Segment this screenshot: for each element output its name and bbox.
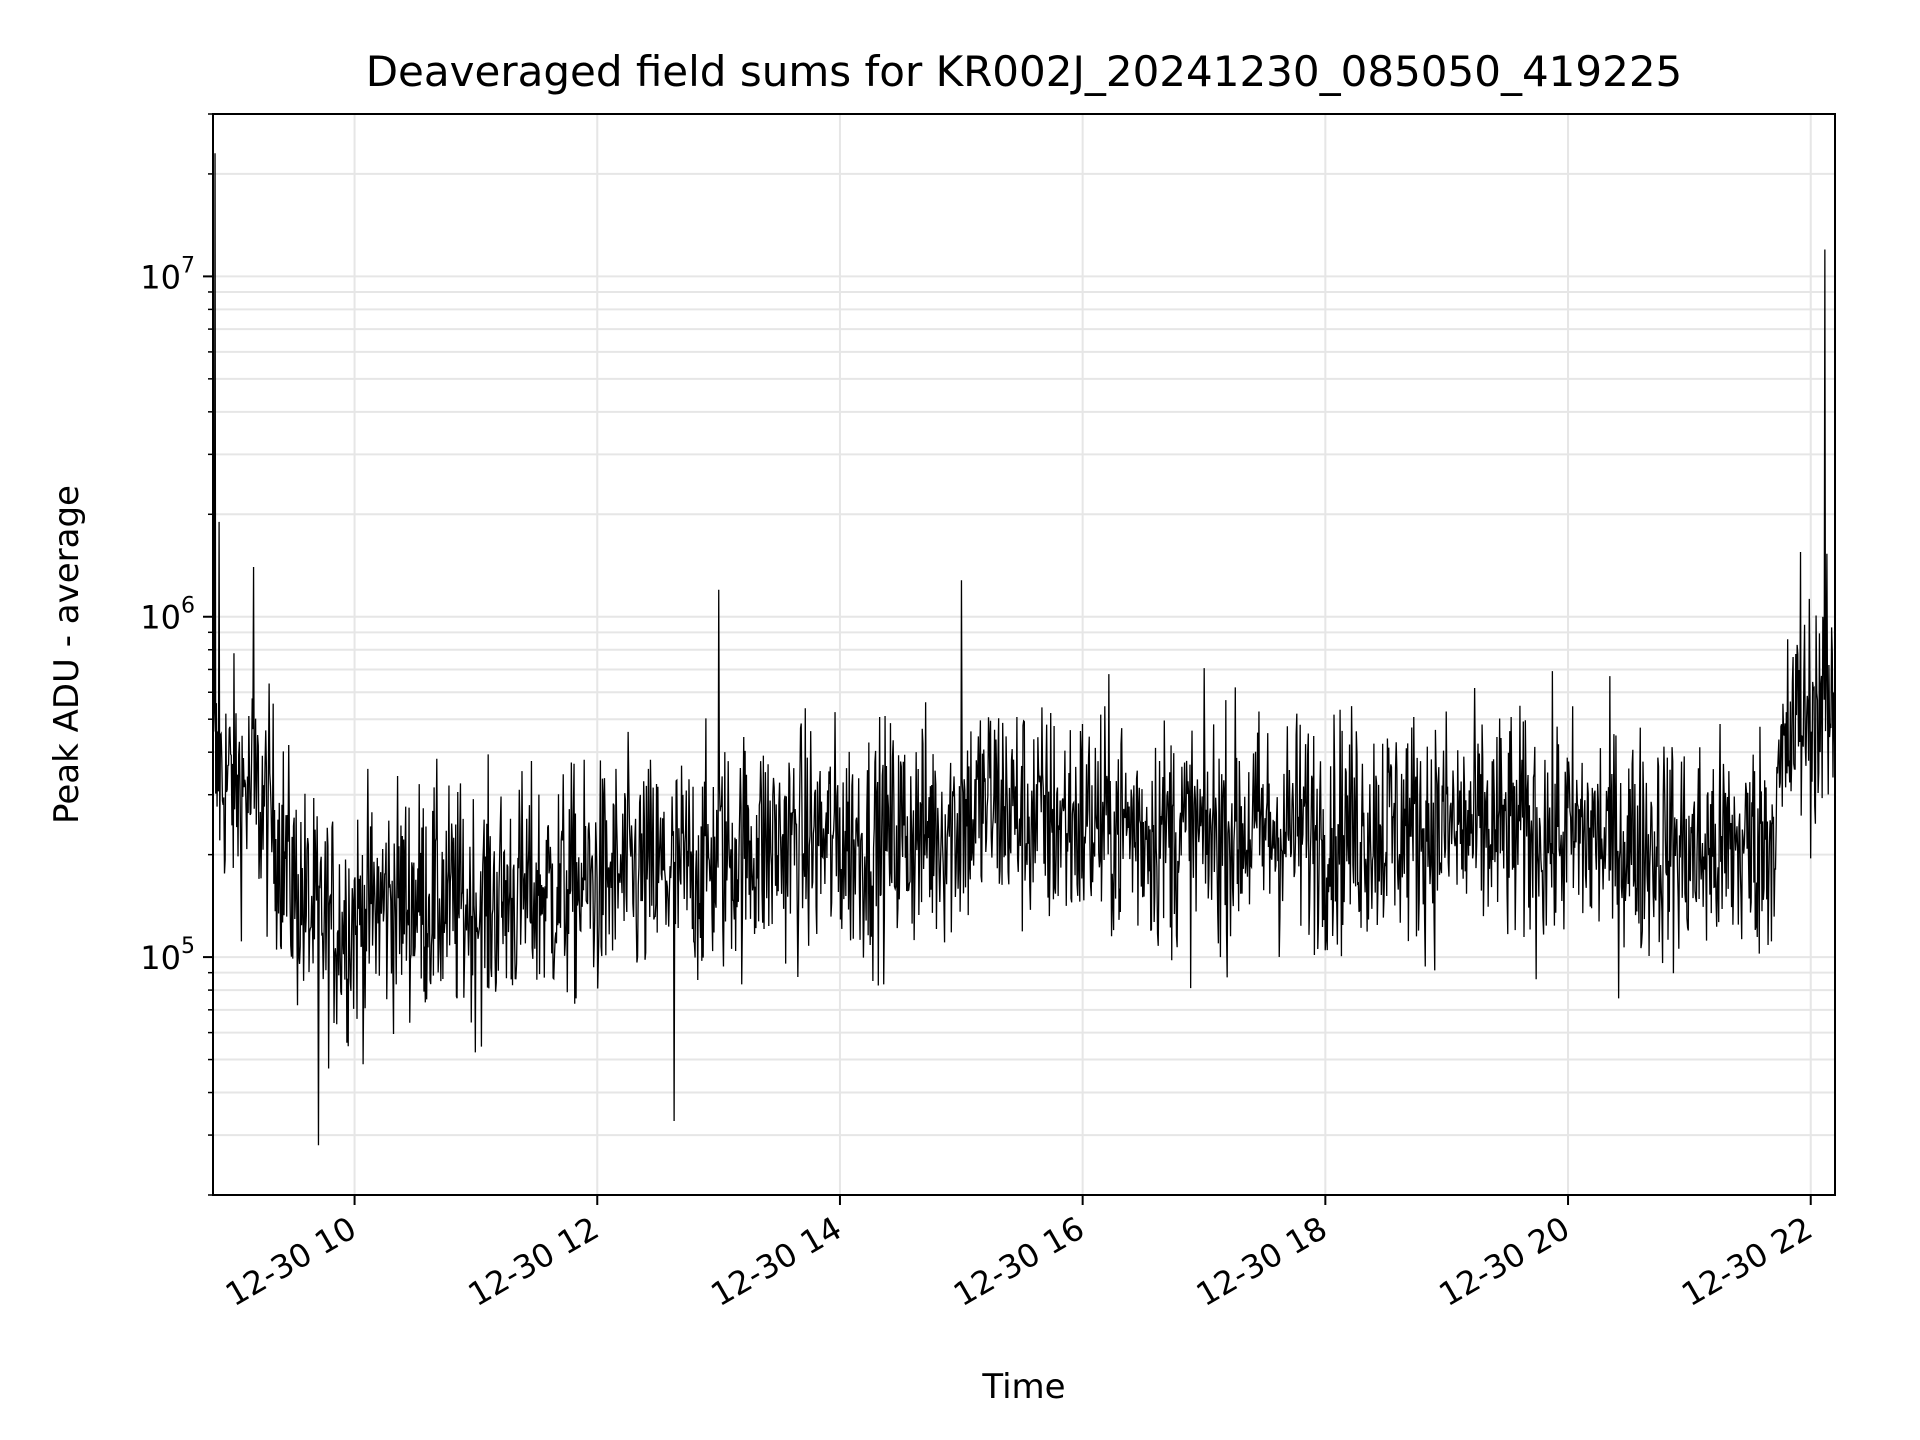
y-tick-label: 105 bbox=[140, 934, 195, 977]
y-tick-exponent: 6 bbox=[181, 594, 195, 619]
x-axis-label: Time bbox=[981, 1367, 1065, 1407]
y-tick-label: 106 bbox=[140, 594, 195, 637]
y-tick-base: 10 bbox=[140, 939, 181, 977]
data-series bbox=[212, 153, 1836, 1146]
y-tick-base: 10 bbox=[140, 258, 181, 296]
y-axis-label: Peak ADU - average bbox=[47, 485, 87, 824]
y-tick-exponent: 5 bbox=[181, 934, 195, 959]
plot-frame bbox=[212, 113, 1836, 1196]
y-tick-label: 107 bbox=[140, 253, 195, 296]
y-tick-exponent: 7 bbox=[181, 253, 195, 278]
chart-title: Deaveraged field sums for KR002J_2024123… bbox=[366, 47, 1683, 96]
series-line bbox=[212, 153, 1836, 1146]
y-tick-base: 10 bbox=[140, 599, 181, 637]
